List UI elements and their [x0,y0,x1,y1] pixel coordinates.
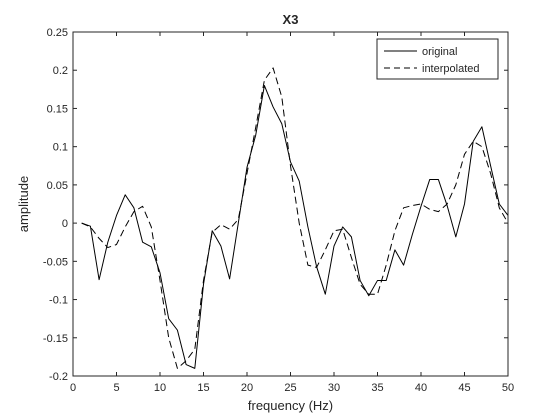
x-tick-label: 40 [415,382,427,394]
legend: original interpolated [376,38,499,80]
x-tick-label: 20 [241,382,253,394]
y-tick-label: -0.05 [43,256,68,268]
ticks-layer: 0 5 10 15 20 25 30 35 40 45 50 -0.2 -0.15 -0.1 -0.05 0 0… [43,27,514,394]
y-tick-label: 0.25 [47,27,68,39]
x-tick-label: 0 [70,382,76,394]
x-tick-label: 10 [154,382,166,394]
x-axis-label: frequency (Hz) [248,398,333,413]
series-layer [81,67,509,369]
chart-title: X3 [283,12,299,27]
x-tick-label: 15 [197,382,209,394]
legend-label-original: original [422,46,457,58]
x-tick-label: 35 [371,382,383,394]
plot-area [73,32,508,376]
y-tick-label: 0.05 [47,180,68,192]
y-tick-label: -0.1 [49,295,68,307]
x-tick-label: 45 [458,382,470,394]
y-axis-label: amplitude [16,176,31,232]
x-tick-label: 25 [284,382,296,394]
y-tick-label: 0.2 [53,65,68,77]
y-tick-label: 0 [62,218,68,230]
y-tick-label: 0.1 [53,142,68,154]
y-tick-label: 0.15 [47,103,68,115]
x-tick-label: 5 [113,382,119,394]
y-tick-label: -0.15 [43,333,68,345]
x-tick-label: 30 [328,382,340,394]
series-line-interpolated [81,67,509,369]
series-line-original [81,85,509,369]
x-tick-label: 50 [502,382,514,394]
y-tick-label: -0.2 [49,371,68,383]
legend-box [376,38,499,80]
legend-label-interpolated: interpolated [422,63,480,75]
